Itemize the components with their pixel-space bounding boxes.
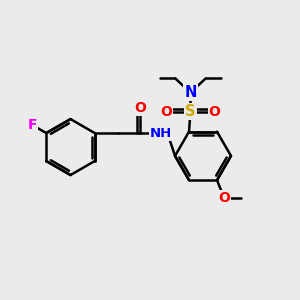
Text: O: O — [218, 191, 230, 206]
Text: O: O — [209, 105, 220, 118]
Text: NH: NH — [150, 127, 172, 140]
Text: O: O — [134, 101, 146, 115]
Text: F: F — [28, 118, 37, 132]
Text: O: O — [160, 105, 172, 118]
Text: N: N — [184, 85, 197, 100]
Text: S: S — [185, 104, 196, 119]
